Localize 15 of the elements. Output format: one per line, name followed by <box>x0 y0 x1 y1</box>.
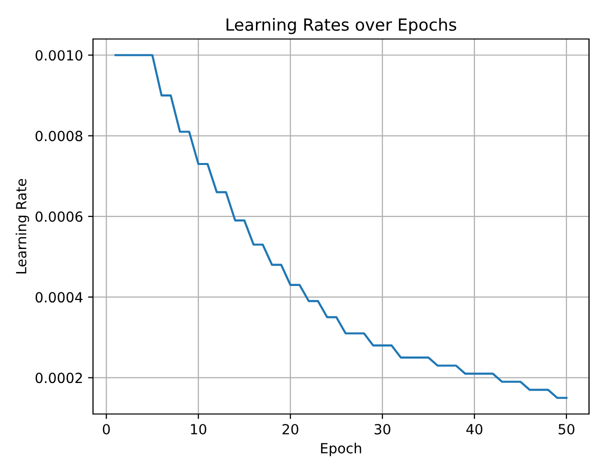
y-tick-label: 0.0010 <box>36 50 82 61</box>
line-series <box>114 54 568 399</box>
x-tick-label: 50 <box>558 424 574 434</box>
x-axis-title: Epoch <box>321 442 362 456</box>
y-axis-title: Learning Rate <box>16 178 30 274</box>
y-tick-label: 0.0002 <box>36 372 82 384</box>
x-tick-label: 20 <box>282 424 298 434</box>
x-tick-label: 10 <box>191 424 206 434</box>
x-tick-label: 0 <box>102 424 110 434</box>
chart-title: Learning Rates over Epochs <box>226 18 456 34</box>
y-tick-label: 0.0004 <box>36 292 82 303</box>
y-tick-label: 0.0006 <box>36 211 82 222</box>
x-tick-label: 30 <box>374 424 390 434</box>
y-tick-label: 0.0008 <box>36 130 82 142</box>
x-tick-label: 40 <box>466 424 482 434</box>
